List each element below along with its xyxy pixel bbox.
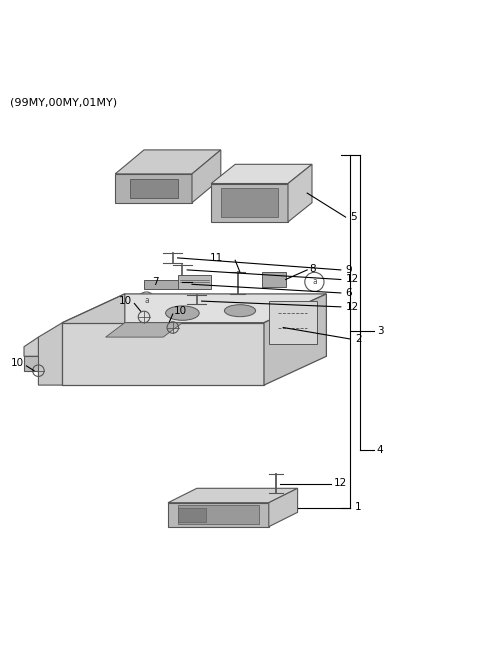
Polygon shape bbox=[115, 150, 221, 174]
Polygon shape bbox=[178, 274, 211, 289]
Polygon shape bbox=[264, 294, 326, 385]
Polygon shape bbox=[269, 301, 317, 345]
Text: 8: 8 bbox=[310, 264, 316, 274]
Polygon shape bbox=[221, 188, 278, 217]
Text: 10: 10 bbox=[11, 358, 24, 369]
Polygon shape bbox=[62, 294, 125, 385]
Text: 9: 9 bbox=[346, 265, 352, 275]
Polygon shape bbox=[262, 272, 286, 287]
Polygon shape bbox=[178, 508, 206, 522]
Polygon shape bbox=[168, 502, 269, 527]
Text: 3: 3 bbox=[377, 326, 384, 336]
Text: 5: 5 bbox=[350, 212, 357, 222]
Polygon shape bbox=[24, 356, 38, 371]
Polygon shape bbox=[202, 328, 269, 337]
Polygon shape bbox=[202, 319, 288, 328]
Polygon shape bbox=[192, 150, 221, 202]
Polygon shape bbox=[62, 323, 264, 385]
Text: 2: 2 bbox=[355, 334, 362, 344]
Text: 10: 10 bbox=[174, 306, 187, 316]
Text: 12: 12 bbox=[334, 479, 347, 489]
Text: 7: 7 bbox=[152, 277, 158, 287]
Polygon shape bbox=[178, 505, 259, 524]
Text: 10: 10 bbox=[119, 295, 132, 306]
Polygon shape bbox=[24, 337, 38, 356]
Polygon shape bbox=[38, 323, 62, 385]
Text: 1: 1 bbox=[355, 502, 362, 512]
Polygon shape bbox=[168, 488, 298, 502]
Text: 12: 12 bbox=[346, 302, 359, 312]
Polygon shape bbox=[115, 174, 192, 202]
Text: 6: 6 bbox=[346, 288, 352, 298]
Ellipse shape bbox=[166, 306, 199, 320]
Ellipse shape bbox=[225, 305, 255, 317]
Polygon shape bbox=[144, 280, 192, 289]
Polygon shape bbox=[211, 164, 312, 183]
Text: a: a bbox=[144, 296, 149, 305]
Text: 11: 11 bbox=[210, 253, 223, 263]
Text: (99MY,00MY,01MY): (99MY,00MY,01MY) bbox=[10, 97, 117, 107]
Polygon shape bbox=[62, 294, 326, 323]
Polygon shape bbox=[211, 183, 288, 222]
Polygon shape bbox=[130, 179, 178, 198]
Text: 4: 4 bbox=[377, 445, 384, 455]
Polygon shape bbox=[288, 164, 312, 222]
Polygon shape bbox=[106, 323, 182, 337]
Text: 12: 12 bbox=[346, 274, 359, 284]
Polygon shape bbox=[269, 488, 298, 527]
Text: a: a bbox=[312, 278, 317, 286]
